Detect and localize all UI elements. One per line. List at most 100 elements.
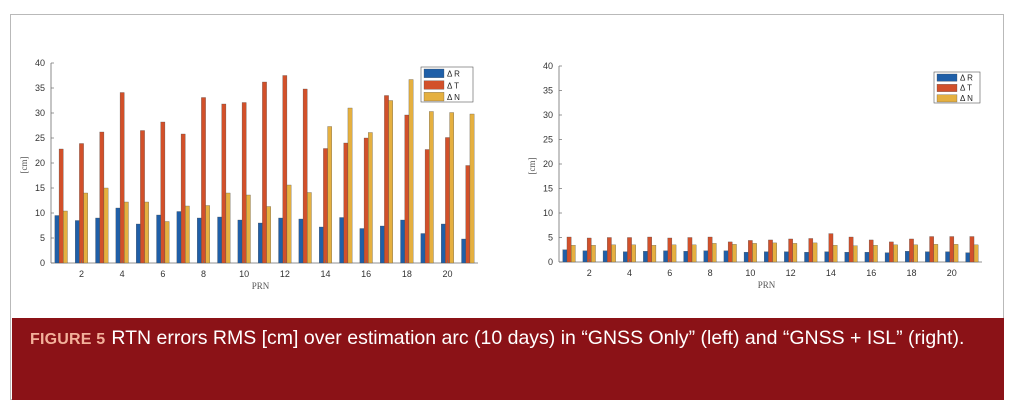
bar-r-prn-1 [54, 215, 60, 264]
bar-t-prn-19 [929, 236, 934, 263]
y-tick-label: 5 [548, 233, 553, 243]
bar-n-prn-5 [144, 201, 149, 264]
bar-t-prn-17 [889, 241, 894, 263]
bar-t-prn-16 [868, 239, 874, 263]
bar-r-prn-2 [75, 220, 80, 264]
bar-t-prn-20 [445, 137, 450, 264]
bar-t-prn-18 [909, 238, 914, 263]
bar-t-prn-10 [241, 102, 247, 264]
bar-n-prn-7 [185, 205, 190, 264]
bar-n-prn-6 [164, 221, 170, 264]
bar-n-prn-15 [347, 107, 353, 264]
bar-n-prn-10 [246, 194, 251, 264]
x-tick-label: 20 [947, 268, 957, 278]
y-tick-label: 35 [35, 83, 45, 93]
x-tick-label: 6 [160, 269, 165, 279]
bar-r-prn-14 [319, 226, 324, 264]
bar-t-prn-13 [302, 88, 308, 264]
y-tick-label: 30 [35, 108, 45, 118]
bar-r-prn-17 [884, 252, 890, 263]
bar-r-prn-14 [824, 251, 829, 263]
legend-swatch-n [423, 92, 445, 102]
x-tick-label: 14 [826, 268, 836, 278]
bar-n-prn-20 [449, 112, 454, 264]
bar-r-prn-3 [95, 217, 100, 264]
y-tick-label: 25 [35, 133, 45, 143]
bar-r-prn-19 [925, 251, 930, 263]
x-tick-label: 12 [786, 268, 796, 278]
bar-n-prn-3 [611, 244, 616, 263]
x-tick-label: 14 [320, 269, 330, 279]
bar-r-prn-2 [582, 250, 588, 263]
chart-right-gnss-isl: 0 5 10 15 20 25 30 35 40 2 4 6 8 10 12 14 16 18 20 PRN [cm] Δ… [527, 61, 982, 290]
bar-r-prn-11 [764, 251, 769, 263]
bar-r-prn-12 [278, 217, 283, 264]
bar-n-prn-12 [286, 184, 292, 264]
y-tick-label: 0 [548, 257, 553, 267]
bar-r-prn-9 [723, 250, 729, 263]
bar-r-prn-9 [217, 216, 222, 264]
bar-n-prn-21 [469, 113, 475, 264]
bar-n-prn-2 [591, 245, 596, 263]
legend-swatch-r [936, 73, 958, 82]
bar-n-prn-17 [388, 100, 393, 264]
bar-t-prn-2 [586, 237, 592, 263]
bar-t-prn-5 [647, 236, 652, 263]
bar-r-prn-16 [864, 252, 870, 263]
bar-n-prn-9 [225, 192, 231, 264]
bar-n-prn-20 [953, 244, 959, 263]
legend-label-r: Δ R [447, 70, 460, 79]
bar-n-prn-8 [205, 205, 210, 264]
bar-n-prn-14 [832, 245, 838, 263]
bar-t-prn-17 [384, 95, 389, 264]
bar-r-prn-17 [380, 225, 385, 264]
bar-r-prn-4 [115, 207, 121, 264]
x-tick-label: 6 [667, 268, 672, 278]
bar-r-prn-3 [602, 250, 608, 263]
caption-text: RTN errors RMS [cm] over estimation arc … [111, 327, 965, 349]
bar-r-prn-11 [258, 222, 263, 264]
bar-n-prn-6 [671, 244, 677, 263]
bar-n-prn-10 [752, 243, 757, 263]
bar-r-prn-15 [339, 217, 344, 264]
x-tick-label: 10 [239, 269, 249, 279]
x-tick-label: 8 [708, 268, 713, 278]
x-tick-label: 4 [120, 269, 125, 279]
bar-t-prn-3 [607, 237, 612, 263]
bar-r-prn-7 [176, 211, 182, 264]
legend-swatch-t [423, 80, 445, 90]
bar-t-prn-9 [727, 241, 733, 263]
bar-n-prn-4 [631, 244, 636, 263]
chart-left-gnss-only: 0 5 10 15 20 25 30 35 40 2 4 6 8 10 12 14 16 18 20 PRN [cm] Δ… [19, 58, 478, 291]
x-tick-label: 4 [627, 268, 632, 278]
y-tick-label: 15 [543, 184, 553, 194]
x-axis-label: PRN [758, 280, 776, 290]
bar-r-prn-10 [237, 219, 243, 264]
x-axis-label: PRN [252, 281, 270, 291]
y-tick-label: 15 [35, 183, 45, 193]
bar-t-prn-15 [848, 236, 854, 263]
bar-n-prn-11 [266, 206, 271, 264]
caption-label: FIGURE 5 [30, 331, 106, 348]
bar-r-prn-1 [562, 249, 568, 263]
bar-t-prn-21 [969, 236, 975, 263]
legend-label-t: Δ T [960, 84, 972, 93]
y-tick-label: 40 [543, 61, 553, 71]
bar-t-prn-20 [949, 236, 955, 263]
bar-n-prn-14 [327, 126, 332, 264]
bar-r-prn-6 [663, 250, 668, 263]
bar-r-prn-6 [156, 214, 161, 264]
bar-n-prn-1 [571, 245, 576, 263]
bar-r-prn-5 [136, 223, 141, 264]
bar-n-prn-16 [873, 245, 878, 263]
y-tick-label: 0 [40, 258, 45, 268]
bar-r-prn-7 [683, 251, 688, 263]
y-tick-label: 25 [543, 135, 553, 145]
bar-n-prn-13 [812, 242, 818, 263]
bar-r-prn-15 [844, 252, 850, 263]
bar-r-prn-20 [441, 223, 446, 264]
bar-t-prn-3 [99, 131, 105, 264]
bar-t-prn-7 [180, 133, 186, 264]
bar-r-prn-21 [965, 252, 970, 263]
x-tick-label: 16 [866, 268, 876, 278]
